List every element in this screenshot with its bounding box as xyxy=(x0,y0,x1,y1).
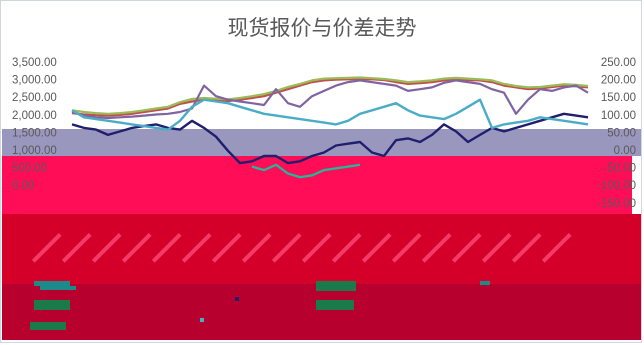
legend-swatch xyxy=(316,281,356,291)
x-tick-mark xyxy=(331,233,362,263)
right-tick-label: 250.00 xyxy=(601,57,636,69)
left-tick-label: 2,500.00 xyxy=(12,92,57,104)
right-tick-label: 200.00 xyxy=(601,75,636,87)
x-axis-ticks xyxy=(31,233,572,263)
x-tick-mark xyxy=(211,233,242,263)
x-tick-mark xyxy=(121,233,152,263)
x-tick-mark xyxy=(61,233,92,263)
left-tick-label: 3,500.00 xyxy=(12,57,57,69)
x-tick-mark xyxy=(511,233,542,263)
x-tick-mark xyxy=(31,233,62,263)
legend-swatch xyxy=(34,281,70,286)
right-tick-label: 100.00 xyxy=(601,110,636,122)
right-axis-ticks: 250.00 200.00 150.00 100.00 50.00 0.00 -50.00 -… xyxy=(597,57,636,210)
legend-swatch xyxy=(480,281,490,285)
legend-swatch xyxy=(316,300,354,310)
x-tick-mark xyxy=(151,233,182,263)
series-line-spread_cyan xyxy=(71,98,589,131)
left-tick-label: 0.00 xyxy=(12,180,34,192)
left-tick-label: 2,000.00 xyxy=(12,110,57,122)
series-line-price_red xyxy=(71,77,589,117)
right-tick-label: -50.00 xyxy=(603,163,636,175)
x-tick-mark xyxy=(421,233,452,263)
legend-swatch xyxy=(34,300,70,310)
series-line-price_purple xyxy=(71,79,589,120)
right-tick-label: 0.00 xyxy=(614,145,636,157)
left-tick-label: 3,000.00 xyxy=(12,75,57,87)
legend-swatch xyxy=(235,297,239,301)
left-axis-ticks: 3,500.00 3,000.00 2,500.00 2,000.00 1,500.00… xyxy=(12,57,57,192)
band-red xyxy=(2,214,642,284)
x-tick-mark xyxy=(271,233,302,263)
right-tick-label: -150.00 xyxy=(597,198,636,210)
band-pink xyxy=(2,156,632,214)
left-tick-label: 1,000.00 xyxy=(12,145,57,157)
series-line-spread_navy xyxy=(71,112,589,165)
x-tick-mark xyxy=(91,233,122,263)
chart-title: 现货报价与价差走势 xyxy=(228,16,417,40)
x-tick-mark xyxy=(391,233,422,263)
right-tick-label: -100.00 xyxy=(597,180,636,192)
legend-layer xyxy=(30,281,490,330)
x-tick-mark xyxy=(451,233,482,263)
legend-swatch xyxy=(200,318,204,322)
x-tick-mark xyxy=(361,233,392,263)
x-tick-mark xyxy=(181,233,212,263)
right-tick-label: 50.00 xyxy=(607,127,636,139)
series-line-spread_teal xyxy=(251,163,361,179)
x-tick-mark xyxy=(301,233,332,263)
left-tick-label: 1,500.00 xyxy=(12,127,57,139)
band-dark xyxy=(2,284,642,340)
legend-swatch xyxy=(30,322,66,330)
series-line-price_green xyxy=(71,76,589,115)
x-tick-mark xyxy=(481,233,512,263)
series-layer xyxy=(71,76,589,179)
right-tick-label: 150.00 xyxy=(601,92,636,104)
legend-swatch xyxy=(40,286,76,290)
x-tick-mark xyxy=(241,233,272,263)
left-tick-label: 500.00 xyxy=(12,163,47,175)
x-tick-mark xyxy=(541,233,572,263)
